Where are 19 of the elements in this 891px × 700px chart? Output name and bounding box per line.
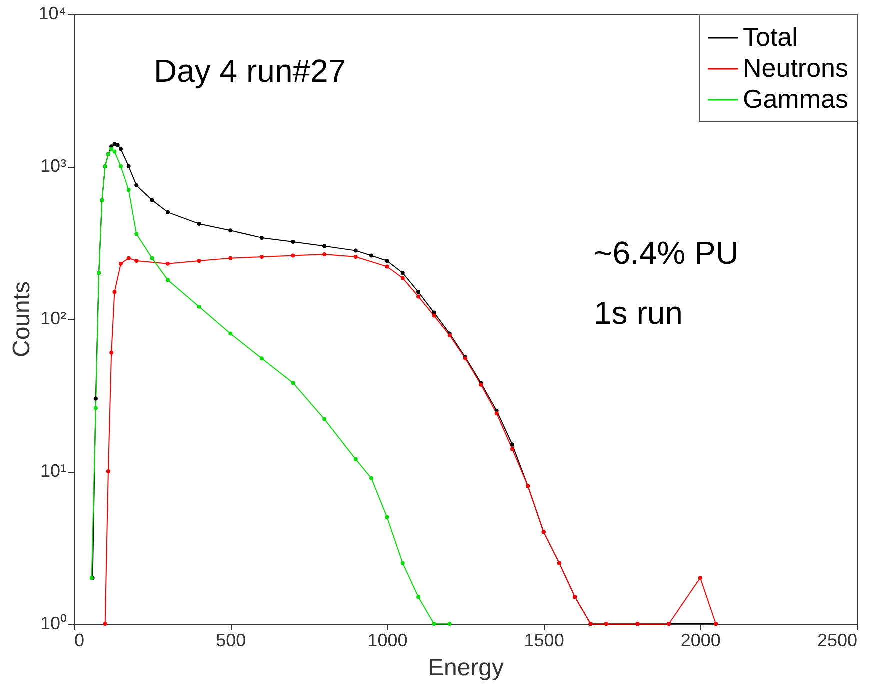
y-tick-label: 10⁰ [40,614,66,634]
x-axis-title: Energy [428,654,504,682]
annotation: Day 4 run#27 [154,53,346,89]
y-tick-label: 10² [40,308,67,328]
legend-label: Neutrons [743,53,848,83]
y-tick-label: 10³ [40,156,67,176]
x-tick-label: 2500 [817,630,858,650]
legend-label: Gammas [743,84,848,114]
annotation: 1s run [594,295,683,331]
y-axis-title: Counts [8,281,36,358]
x-tick-label: 500 [216,630,246,650]
y-tick-label: 10⁴ [38,4,66,24]
annotation: ~6.4% PU [594,235,739,271]
legend-label: Total [743,22,798,52]
x-tick-label: 0 [74,630,85,650]
x-tick-label: 1000 [368,630,408,650]
x-tick-label: 1500 [524,630,564,650]
y-tick-label: 10¹ [40,461,67,481]
x-tick-label: 2000 [680,630,721,650]
